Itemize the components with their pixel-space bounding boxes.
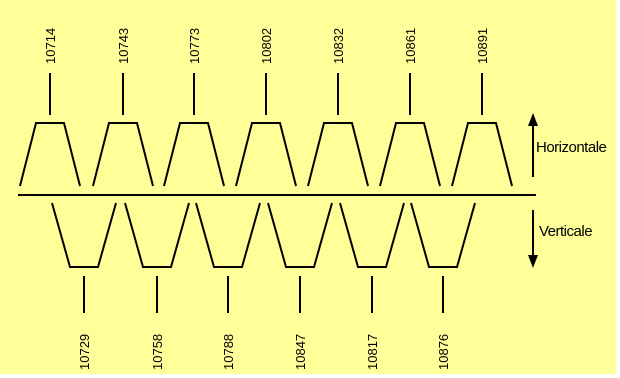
top-label: 10832 (331, 28, 346, 64)
bottom-trapezoid (195, 202, 261, 268)
bottom-trapezoid (339, 202, 405, 268)
top-label: 10743 (116, 28, 131, 64)
top-trapezoid (307, 122, 369, 187)
arrow-up-label: Horizontale (536, 139, 607, 156)
top-label: 10714 (43, 28, 58, 64)
top-trapezoids: 10714 10743 10773 10802 10832 10861 10891 (19, 28, 513, 187)
bottom-label: 10876 (436, 334, 451, 370)
arrow-down-icon (528, 255, 538, 268)
bottom-label: 10817 (365, 334, 380, 370)
arrow-up (528, 113, 538, 177)
top-trapezoid (235, 122, 297, 187)
bottom-trapezoid (267, 202, 333, 268)
top-label: 10891 (475, 28, 490, 64)
arrow-down (528, 210, 538, 268)
bottom-label: 10847 (293, 334, 308, 370)
top-trapezoid (451, 122, 513, 187)
bottom-label: 10758 (150, 334, 165, 370)
bottom-trapezoids: 10729 10758 10788 10847 10817 10876 (51, 202, 476, 370)
arrow-down-label: Verticale (539, 223, 592, 240)
bottom-trapezoid (124, 202, 190, 268)
bottom-label: 10788 (221, 334, 236, 370)
top-label: 10773 (187, 28, 202, 64)
top-trapezoid (163, 122, 225, 187)
top-trapezoid (379, 122, 441, 187)
bottom-label: 10729 (77, 334, 92, 370)
top-label: 10802 (259, 28, 274, 64)
bottom-trapezoid (51, 202, 117, 268)
top-trapezoid (92, 122, 154, 187)
arrow-up-icon (528, 113, 538, 126)
top-trapezoid (19, 122, 81, 187)
top-label: 10861 (403, 28, 418, 64)
bottom-trapezoid (410, 202, 476, 268)
